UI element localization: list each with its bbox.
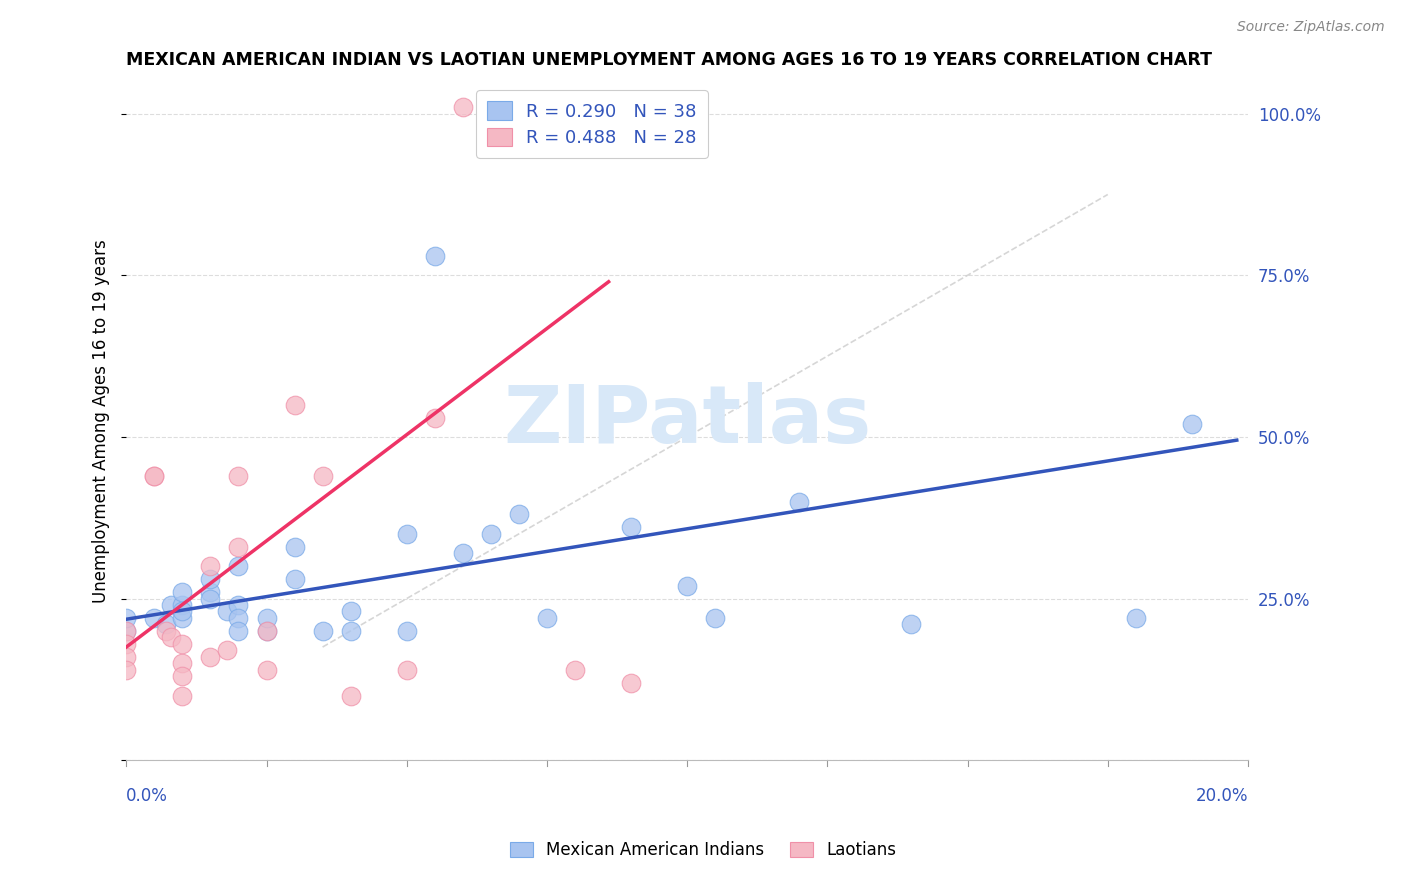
Point [200, 572, 222, 586]
Point [200, 559, 222, 574]
Point [143, 468, 166, 483]
Point [479, 100, 502, 114]
Point [256, 611, 278, 625]
Text: MEXICAN AMERICAN INDIAN VS LAOTIAN UNEMPLOYMENT AMONG AGES 16 TO 19 YEARS CORREL: MEXICAN AMERICAN INDIAN VS LAOTIAN UNEMP… [127, 51, 1212, 69]
Point [160, 630, 183, 644]
Point [172, 669, 194, 683]
Point [228, 598, 250, 612]
Point [423, 249, 446, 263]
Point [339, 624, 361, 638]
Point [115, 663, 138, 677]
Y-axis label: Unemployment Among Ages 16 to 19 years: Unemployment Among Ages 16 to 19 years [93, 239, 110, 603]
Point [172, 605, 194, 619]
Point [339, 689, 361, 703]
Point [620, 675, 643, 690]
Point [143, 611, 166, 625]
Point [395, 663, 418, 677]
Point [200, 649, 222, 664]
Point [704, 611, 727, 625]
Legend: R = 0.290   N = 38, R = 0.488   N = 28: R = 0.290 N = 38, R = 0.488 N = 28 [475, 90, 707, 158]
Point [451, 100, 474, 114]
Point [160, 598, 183, 612]
Point [228, 468, 250, 483]
Point [256, 663, 278, 677]
Point [423, 410, 446, 425]
Legend: Mexican American Indians, Laotians: Mexican American Indians, Laotians [503, 835, 903, 866]
Point [228, 559, 250, 574]
Point [115, 637, 138, 651]
Point [451, 546, 474, 560]
Point [172, 689, 194, 703]
Point [143, 468, 166, 483]
Point [1125, 611, 1147, 625]
Point [155, 617, 177, 632]
Point [536, 611, 558, 625]
Point [172, 637, 194, 651]
Point [155, 624, 177, 638]
Text: Source: ZipAtlas.com: Source: ZipAtlas.com [1237, 20, 1385, 34]
Point [200, 591, 222, 606]
Point [283, 572, 305, 586]
Point [395, 527, 418, 541]
Point [787, 494, 810, 508]
Text: 20.0%: 20.0% [1195, 788, 1249, 805]
Point [172, 656, 194, 670]
Point [508, 508, 530, 522]
Point [172, 598, 194, 612]
Point [395, 624, 418, 638]
Point [172, 611, 194, 625]
Point [564, 663, 586, 677]
Point [256, 624, 278, 638]
Point [115, 624, 138, 638]
Point [115, 649, 138, 664]
Text: ZIPatlas: ZIPatlas [503, 382, 872, 459]
Point [115, 611, 138, 625]
Point [228, 611, 250, 625]
Point [228, 624, 250, 638]
Point [620, 520, 643, 534]
Point [115, 624, 138, 638]
Point [900, 617, 922, 632]
Point [676, 579, 699, 593]
Point [339, 605, 361, 619]
Point [217, 643, 239, 657]
Point [283, 398, 305, 412]
Point [479, 527, 502, 541]
Point [311, 624, 333, 638]
Point [311, 468, 333, 483]
Point [256, 624, 278, 638]
Point [283, 540, 305, 554]
Point [200, 585, 222, 599]
Text: 0.0%: 0.0% [127, 788, 169, 805]
Point [1181, 417, 1204, 431]
Point [172, 585, 194, 599]
Point [228, 540, 250, 554]
Point [217, 605, 239, 619]
